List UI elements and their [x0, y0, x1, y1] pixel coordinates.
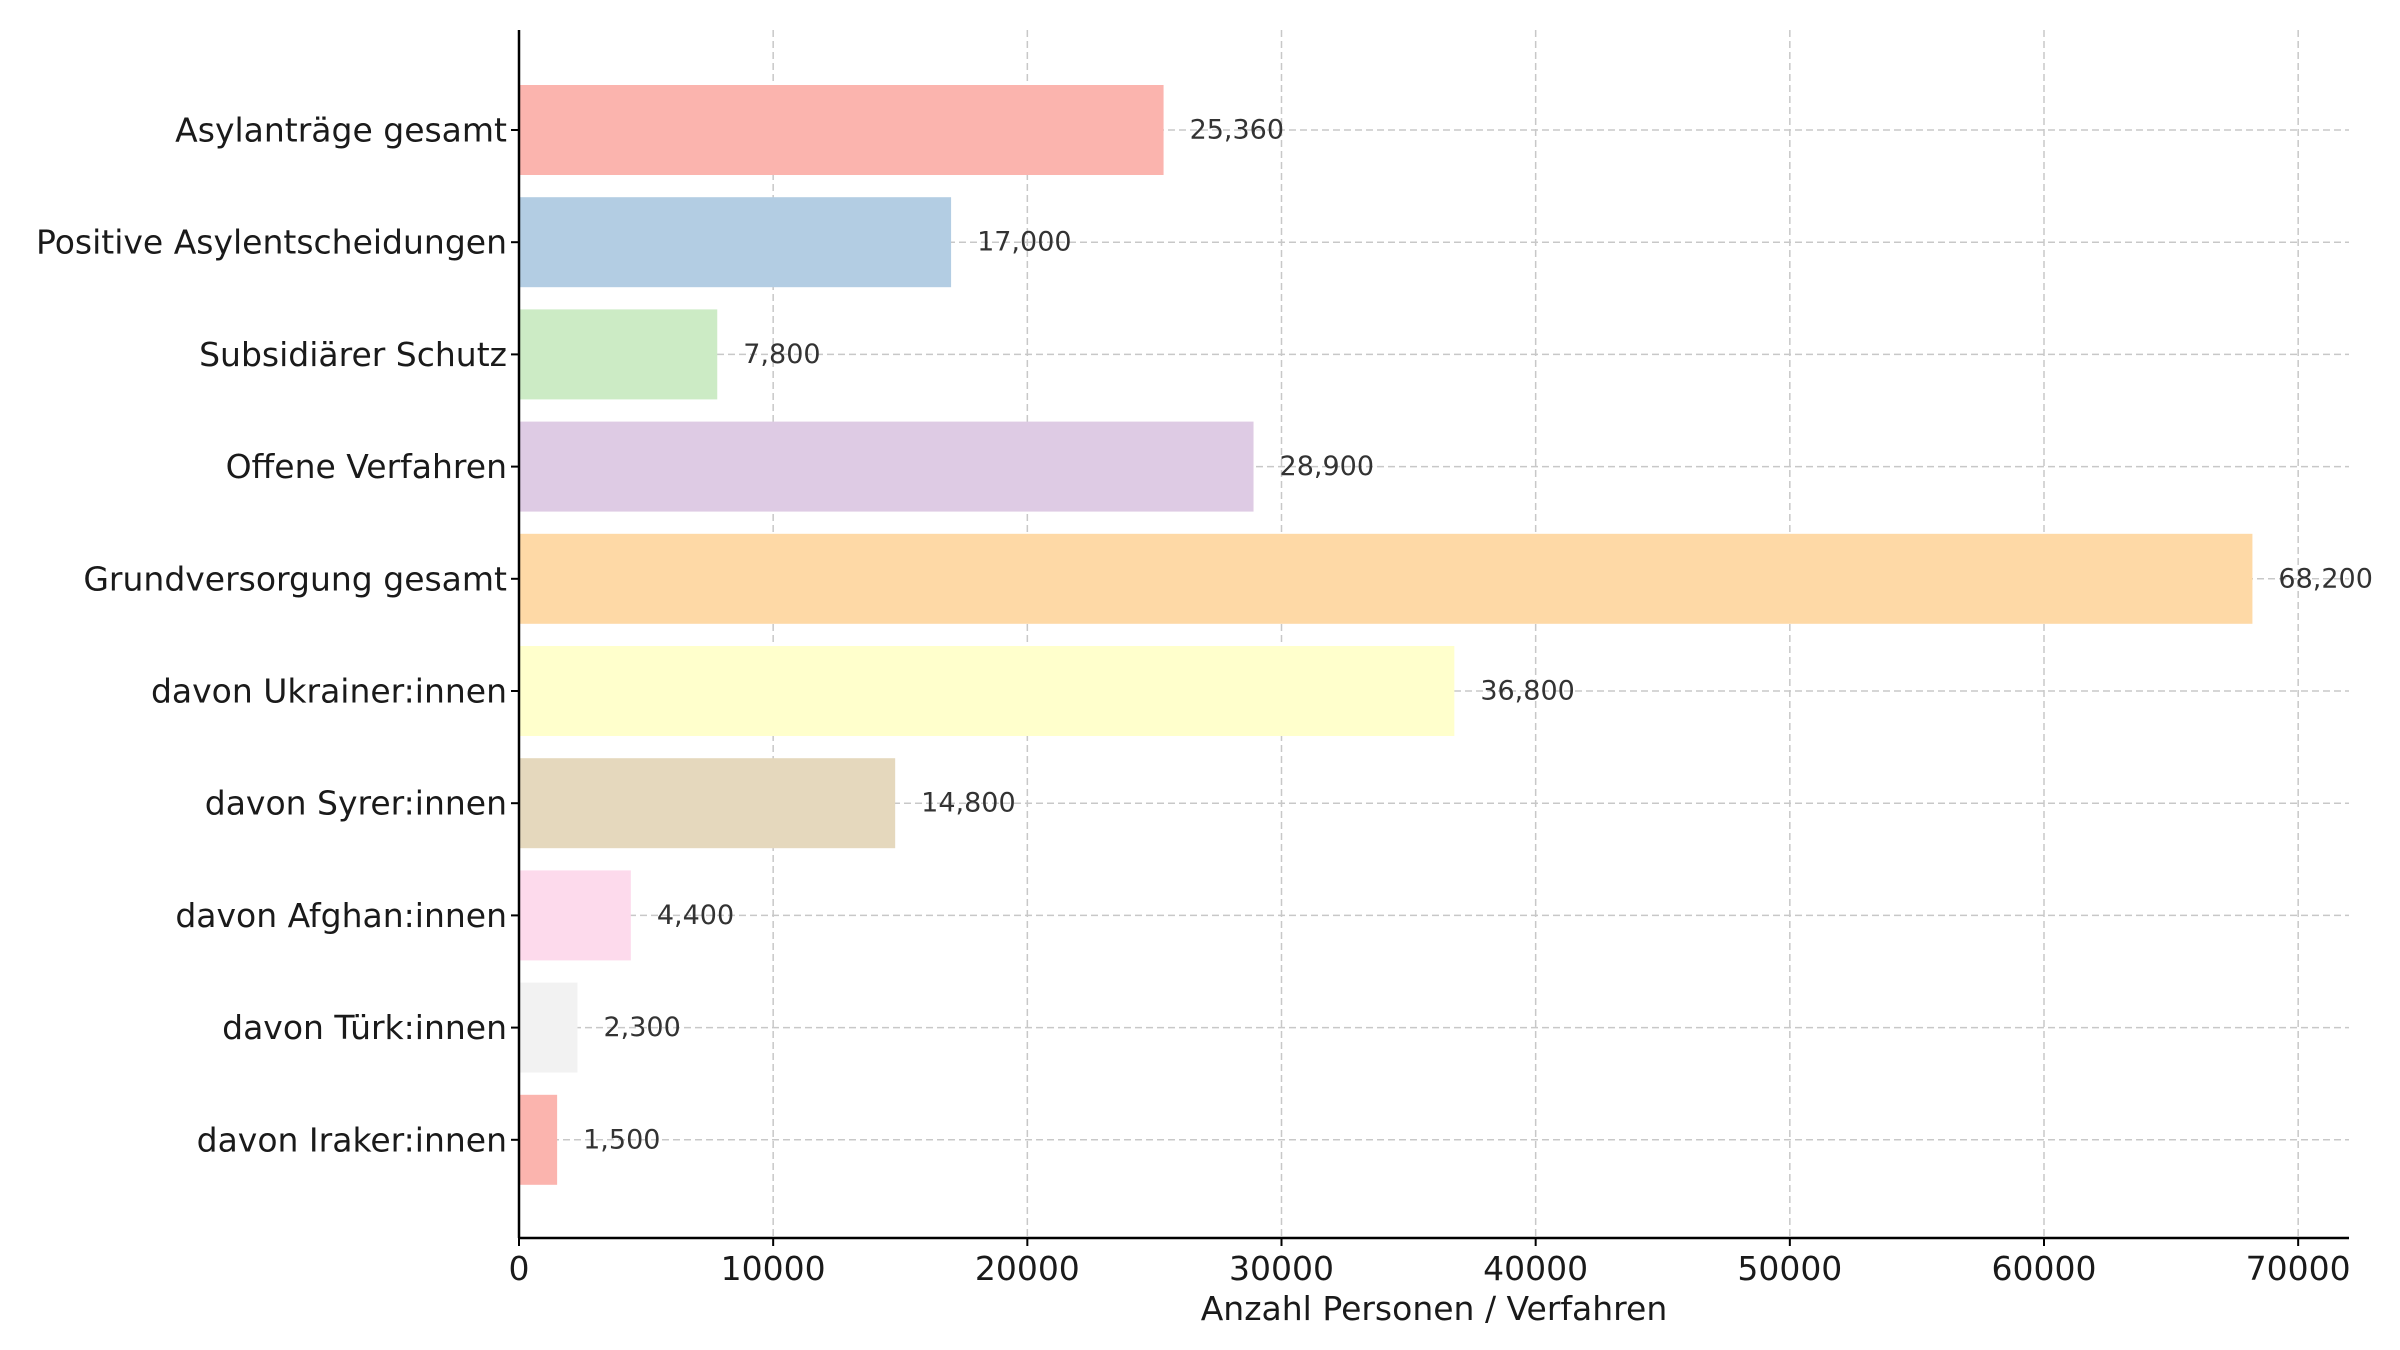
- value-label-2: 7,800: [743, 339, 820, 370]
- value-label-3: 28,900: [1280, 451, 1374, 482]
- x-tick-label-1: 10000: [721, 1249, 826, 1288]
- bar-3: [519, 421, 1254, 512]
- value-label-8: 2,300: [603, 1012, 680, 1043]
- x-tick-label-7: 70000: [2246, 1249, 2351, 1288]
- value-label-7: 4,400: [657, 900, 734, 931]
- bar-7: [519, 870, 631, 961]
- value-label-9: 1,500: [583, 1124, 660, 1155]
- x-tick-label-5: 50000: [1737, 1249, 1842, 1288]
- category-label-4: Grundversorgung gesamt: [83, 559, 507, 598]
- value-label-1: 17,000: [977, 227, 1071, 258]
- value-label-6: 14,800: [921, 788, 1015, 819]
- category-label-6: davon Syrer:innen: [205, 784, 507, 823]
- value-label-5: 36,800: [1480, 676, 1574, 707]
- category-label-1: Positive Asylentscheidungen: [36, 223, 507, 262]
- category-label-0: Asylanträge gesamt: [175, 111, 507, 150]
- category-label-3: Offene Verfahren: [226, 447, 507, 486]
- x-tick-label-2: 20000: [975, 1249, 1080, 1288]
- bar-8: [519, 982, 578, 1073]
- x-axis-title: Anzahl Personen / Verfahren: [1201, 1289, 1668, 1328]
- bar-2: [519, 309, 718, 400]
- x-tick-label-4: 40000: [1483, 1249, 1588, 1288]
- value-label-4: 68,200: [2278, 563, 2372, 594]
- bar-4: [519, 533, 2253, 624]
- axes: [511, 30, 2349, 1246]
- grid: [519, 30, 2349, 1238]
- bar-9: [519, 1094, 558, 1185]
- category-label-8: davon Türk:innen: [222, 1008, 507, 1047]
- category-label-5: davon Ukrainer:innen: [151, 672, 507, 711]
- category-label-9: davon Iraker:innen: [197, 1120, 507, 1159]
- bars: [519, 85, 2253, 1185]
- bar-0: [519, 85, 1164, 175]
- x-tick-label-0: 0: [509, 1249, 530, 1288]
- category-label-2: Subsidiärer Schutz: [199, 335, 507, 374]
- x-tick-label-3: 30000: [1229, 1249, 1334, 1288]
- value-label-0: 25,360: [1190, 115, 1284, 146]
- bar-5: [519, 646, 1455, 736]
- category-label-7: davon Afghan:innen: [175, 896, 507, 935]
- x-tick-label-6: 60000: [1992, 1249, 2097, 1288]
- bar-6: [519, 758, 896, 849]
- labels: 25,360 Asylanträge gesamt 17,000 Positive A…: [36, 111, 2373, 1289]
- bar-1: [519, 197, 952, 288]
